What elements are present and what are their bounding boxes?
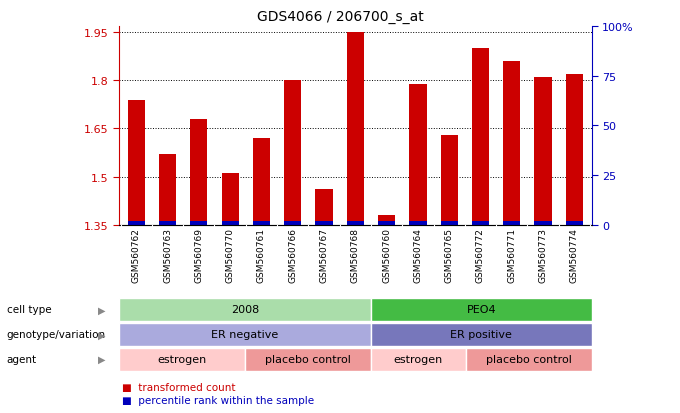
Bar [371,348,466,371]
Bar [347,33,364,225]
Bar [119,323,371,346]
Bar [371,323,592,346]
Bar [409,221,426,225]
Text: genotype/variation: genotype/variation [7,330,106,339]
Bar [284,221,301,225]
Bar [128,100,145,225]
Text: ■  transformed count: ■ transformed count [122,382,236,392]
Text: GSM560771: GSM560771 [507,227,516,282]
Bar [566,221,583,225]
Text: placebo control: placebo control [486,354,571,364]
Text: GSM560760: GSM560760 [382,227,391,282]
Text: ER negative: ER negative [211,330,279,339]
Text: cell type: cell type [7,305,52,315]
Text: GSM560773: GSM560773 [539,227,547,282]
Bar [441,135,458,225]
Bar [566,75,583,225]
Bar [378,216,395,225]
Text: PEO4: PEO4 [466,305,496,315]
Text: GSM560767: GSM560767 [320,227,328,282]
Text: GSM560765: GSM560765 [445,227,454,282]
Bar [466,348,592,371]
Bar [472,221,489,225]
Text: GSM560766: GSM560766 [288,227,297,282]
Bar [378,221,395,225]
Bar [409,84,426,225]
Text: GSM560769: GSM560769 [194,227,203,282]
Bar [159,155,176,225]
Text: GSM560774: GSM560774 [570,227,579,282]
Text: ▶: ▶ [98,330,106,339]
Bar [347,221,364,225]
Text: GSM560761: GSM560761 [257,227,266,282]
Bar [534,78,551,225]
Text: GSM560772: GSM560772 [476,227,485,282]
Text: estrogen: estrogen [157,354,207,364]
Text: GSM560768: GSM560768 [351,227,360,282]
Bar [534,221,551,225]
Text: ▶: ▶ [98,354,106,364]
Text: GSM560763: GSM560763 [163,227,172,282]
Bar [284,81,301,225]
Text: 2008: 2008 [231,305,259,315]
Text: ■  percentile rank within the sample: ■ percentile rank within the sample [122,395,315,405]
Bar [245,348,371,371]
Text: agent: agent [7,354,37,364]
Bar [371,298,592,321]
Bar [222,221,239,225]
Bar [119,298,371,321]
Text: GSM560764: GSM560764 [413,227,422,282]
Text: placebo control: placebo control [265,354,351,364]
Bar [190,120,207,225]
Bar [503,62,520,225]
Bar [119,348,245,371]
Bar [253,221,270,225]
Text: ▶: ▶ [98,305,106,315]
Text: GDS4066 / 206700_s_at: GDS4066 / 206700_s_at [256,10,424,24]
Bar [190,221,207,225]
Bar [159,221,176,225]
Bar [253,139,270,225]
Bar [472,49,489,225]
Bar [503,221,520,225]
Text: GSM560770: GSM560770 [226,227,235,282]
Text: estrogen: estrogen [394,354,443,364]
Text: ER positive: ER positive [450,330,512,339]
Bar [128,221,145,225]
Bar [222,174,239,225]
Bar [316,190,333,225]
Bar [441,221,458,225]
Text: GSM560762: GSM560762 [132,227,141,282]
Bar [316,221,333,225]
